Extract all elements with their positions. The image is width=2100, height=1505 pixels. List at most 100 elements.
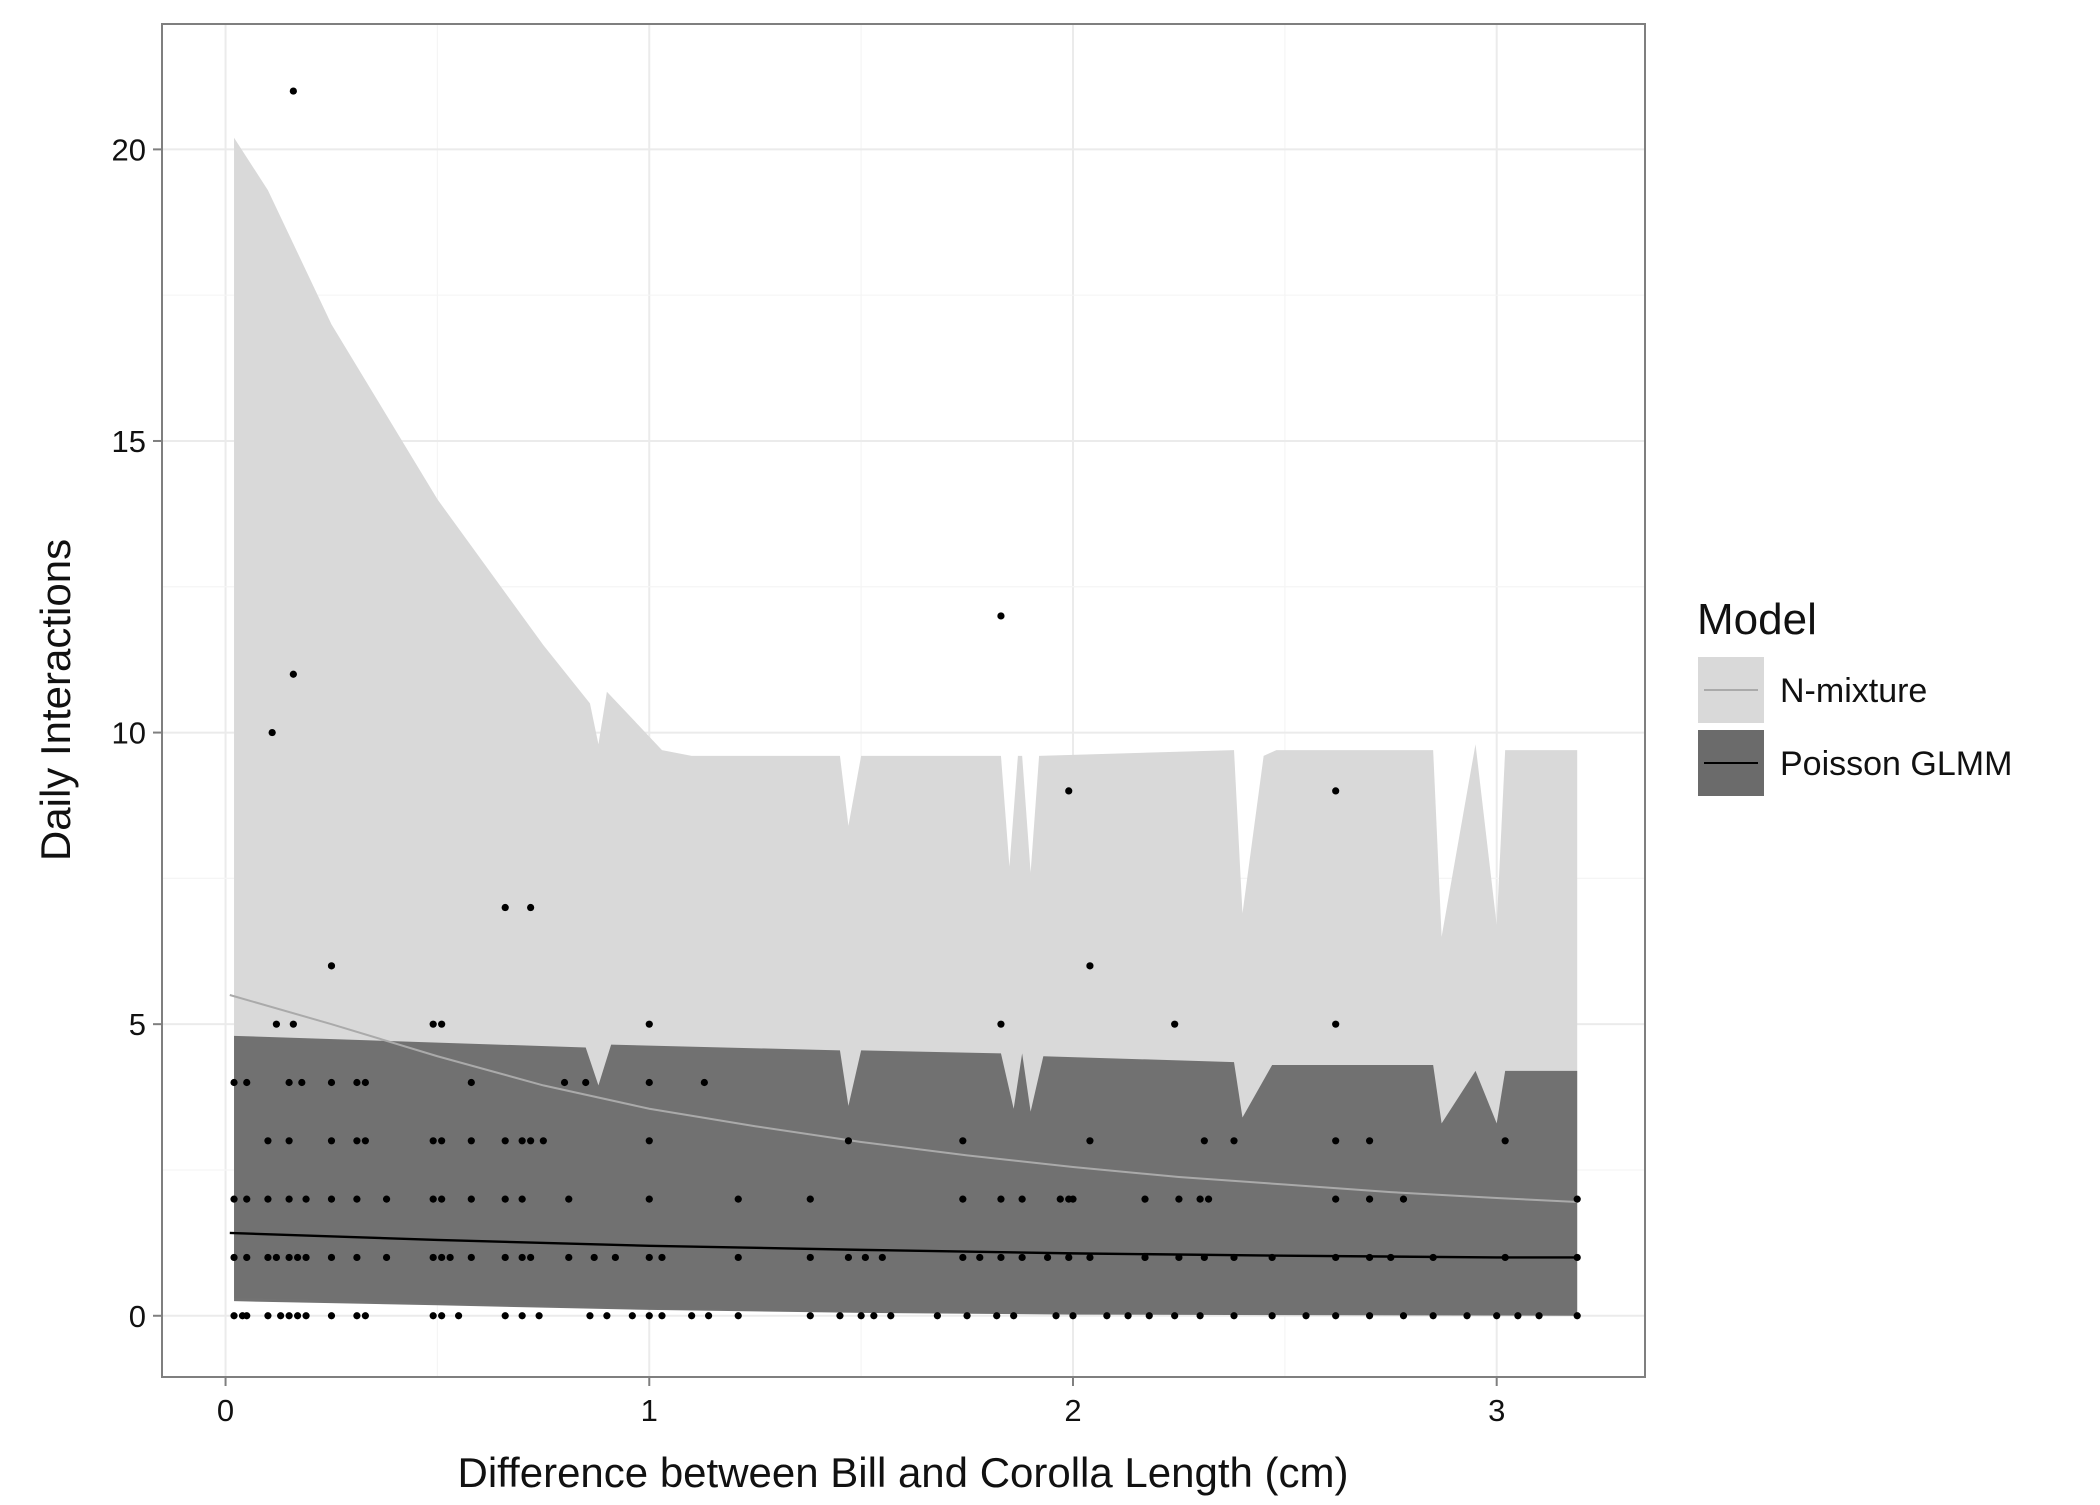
data-point xyxy=(243,1195,251,1203)
data-point xyxy=(658,1253,666,1262)
data-point xyxy=(959,1195,967,1203)
fit-line-n-mixture xyxy=(229,994,1578,1204)
data-point xyxy=(1124,1312,1132,1320)
data-point xyxy=(1429,1253,1437,1262)
data-point xyxy=(268,728,276,737)
data-point xyxy=(293,1312,302,1320)
axes: 0 1 2 3 0 5 10 15 20 xyxy=(112,132,1506,1428)
data-point xyxy=(1103,1312,1111,1320)
data-point xyxy=(1230,1312,1238,1320)
fit-line-poisson-glmm xyxy=(229,1231,1578,1259)
data-point xyxy=(1365,1312,1374,1320)
x-tick-label: 0 xyxy=(217,1393,234,1428)
data-point xyxy=(976,1253,984,1262)
data-point xyxy=(289,87,297,95)
data-point xyxy=(302,1195,310,1203)
legend: Model N-mixture Poisson GLMM xyxy=(1696,595,2012,798)
data-point xyxy=(438,1195,446,1203)
legend-entry-n-mixture: N-mixture xyxy=(1696,655,1927,725)
band-n-mixture xyxy=(234,137,1578,1316)
data-point xyxy=(327,1137,336,1145)
data-point xyxy=(539,1137,547,1145)
data-point xyxy=(1175,1195,1183,1203)
legend-title: Model xyxy=(1697,595,1817,644)
y-axis-title: Daily Interactions xyxy=(32,539,79,861)
data-point xyxy=(1365,1253,1374,1262)
data-point xyxy=(1514,1312,1522,1320)
legend-entry-poisson-glmm: Poisson GLMM xyxy=(1696,728,2012,798)
data-point xyxy=(302,1253,310,1262)
data-point xyxy=(1573,1195,1581,1203)
band-poisson-glmm xyxy=(234,1035,1578,1316)
data-point xyxy=(1302,1312,1310,1320)
data-point xyxy=(658,1312,666,1320)
data-point xyxy=(361,1312,369,1320)
data-point xyxy=(353,1312,361,1320)
data-point xyxy=(1332,1137,1340,1145)
data-point xyxy=(1399,1195,1408,1203)
data-point xyxy=(1171,1020,1179,1028)
confidence-bands xyxy=(234,137,1578,1316)
data-point xyxy=(289,670,297,678)
data-point xyxy=(1230,1137,1238,1145)
data-point xyxy=(230,1078,238,1087)
data-point xyxy=(590,1253,598,1262)
data-point xyxy=(887,1312,895,1320)
plot-panel-border xyxy=(161,23,1646,1378)
data-point xyxy=(997,1253,1005,1262)
data-point xyxy=(1069,1312,1077,1320)
data-point xyxy=(501,903,509,912)
data-point xyxy=(527,903,535,912)
y-tick-label: 0 xyxy=(129,1299,146,1334)
data-point xyxy=(704,1312,713,1320)
data-point xyxy=(645,1020,653,1028)
data-point xyxy=(293,1253,302,1262)
y-tick-label: 20 xyxy=(112,132,146,167)
data-point xyxy=(870,1312,878,1320)
data-point xyxy=(1365,1195,1374,1203)
data-point xyxy=(1463,1312,1471,1320)
data-point xyxy=(806,1195,814,1203)
data-point xyxy=(806,1312,814,1320)
data-point xyxy=(361,1137,369,1145)
data-point xyxy=(1065,787,1073,795)
data-point xyxy=(527,1253,535,1262)
data-point xyxy=(353,1253,361,1262)
data-point xyxy=(878,1253,886,1262)
data-point xyxy=(501,1137,509,1145)
data-point xyxy=(1018,1195,1026,1203)
data-point xyxy=(1399,1312,1408,1320)
data-point xyxy=(1332,1195,1340,1203)
x-tick-label: 1 xyxy=(641,1393,658,1428)
data-point xyxy=(997,612,1005,620)
data-point xyxy=(1141,1253,1149,1262)
data-point xyxy=(1175,1253,1183,1262)
data-point xyxy=(501,1253,509,1262)
data-point xyxy=(353,1078,361,1087)
data-point xyxy=(455,1312,463,1320)
data-point xyxy=(1171,1312,1179,1320)
data-point xyxy=(264,1195,272,1203)
y-tick-label: 5 xyxy=(129,1007,146,1042)
data-point xyxy=(285,1195,293,1203)
data-point xyxy=(264,1312,272,1320)
data-point xyxy=(285,1137,293,1145)
data-point xyxy=(264,1253,272,1262)
data-point xyxy=(1230,1253,1238,1262)
data-point xyxy=(327,962,336,970)
data-point xyxy=(645,1312,653,1320)
data-point xyxy=(1200,1137,1208,1145)
data-point xyxy=(518,1312,526,1320)
data-point xyxy=(438,1137,446,1145)
data-point xyxy=(1332,1253,1340,1262)
data-point xyxy=(857,1312,865,1320)
data-point xyxy=(997,1195,1005,1203)
data-point xyxy=(243,1253,251,1262)
data-point xyxy=(1065,1253,1073,1262)
data-point xyxy=(535,1312,543,1320)
data-point xyxy=(230,1312,238,1320)
data-point xyxy=(429,1020,437,1028)
data-point xyxy=(933,1312,941,1320)
